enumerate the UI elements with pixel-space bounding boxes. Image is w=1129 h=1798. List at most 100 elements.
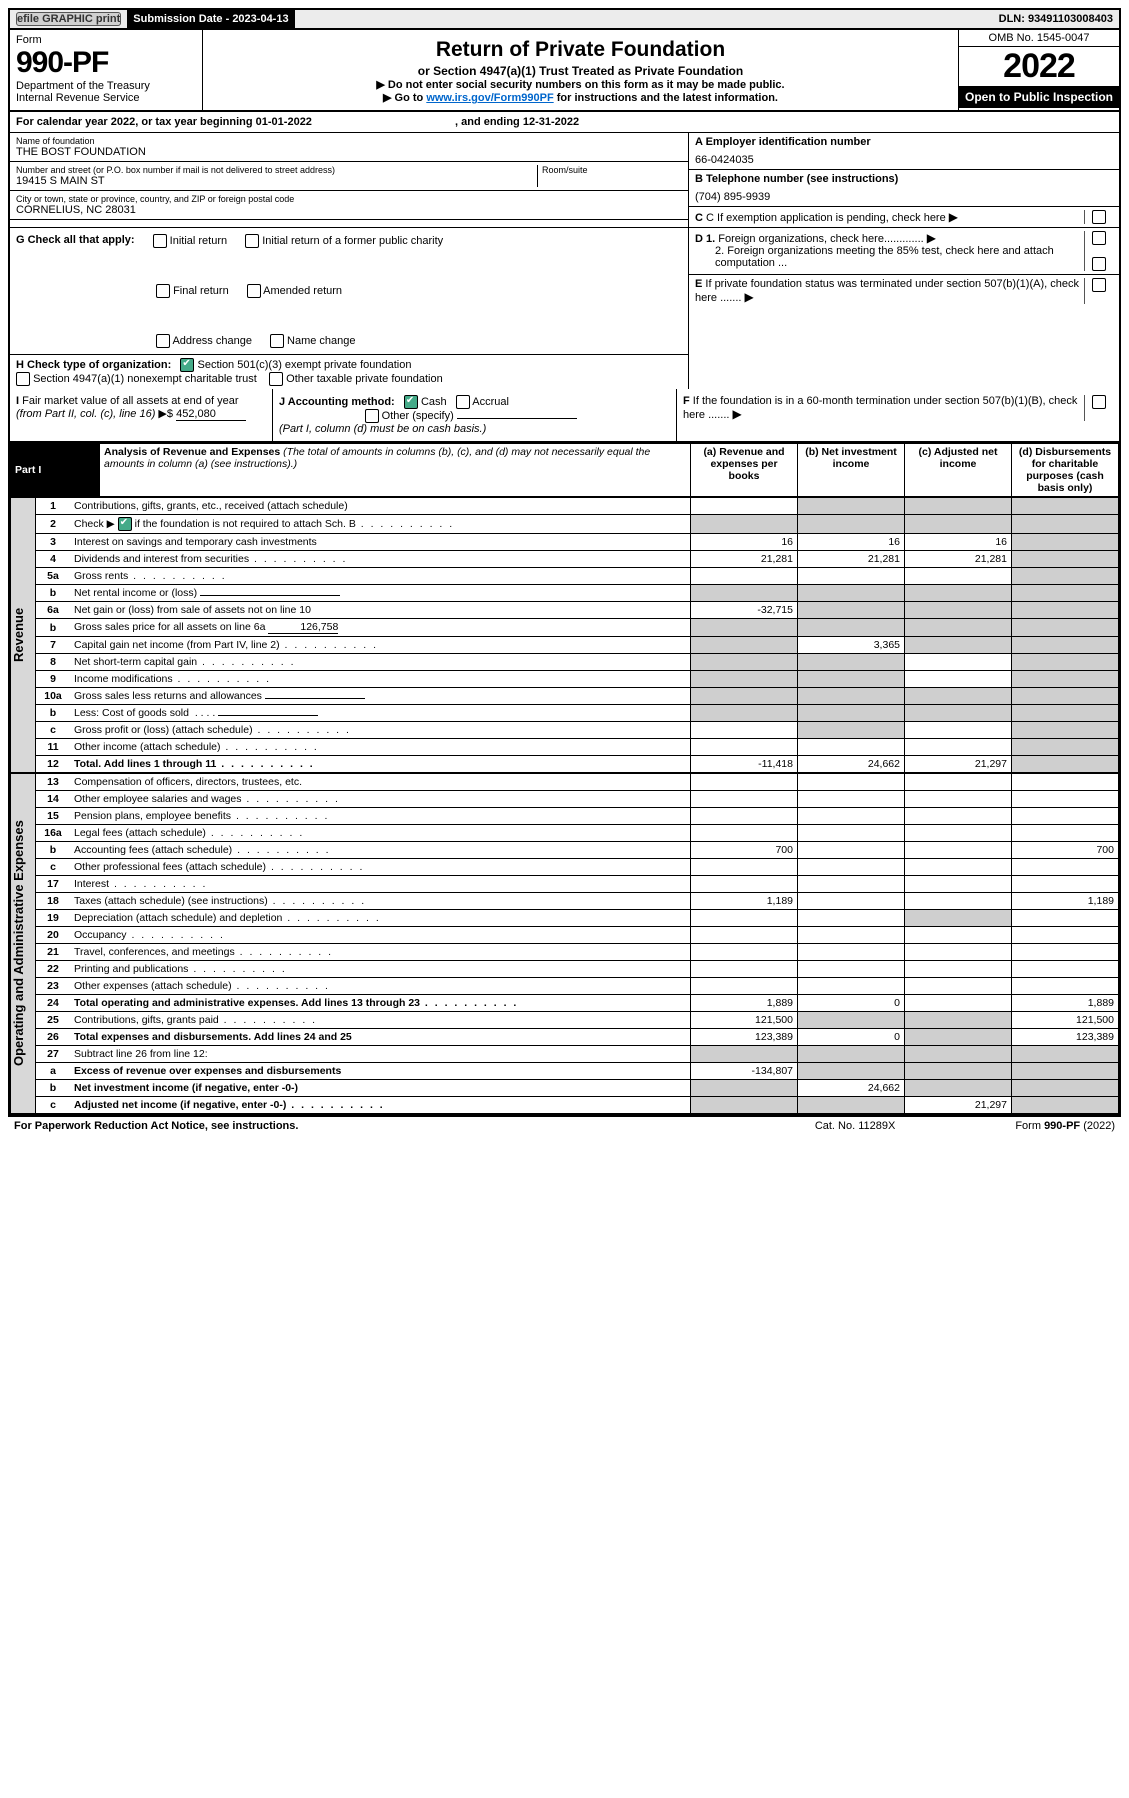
dept-treasury: Department of the Treasury	[16, 80, 196, 92]
ssn-warning: ▶ Do not enter social security numbers o…	[209, 78, 952, 91]
ein-label: A Employer identification number	[695, 136, 1113, 148]
table-row: 19Depreciation (attach schedule) and dep…	[36, 910, 1119, 927]
col-a-header: (a) Revenue and expenses per books	[691, 444, 798, 497]
g-check-row: G Check all that apply: Initial return I…	[10, 228, 688, 355]
c-checkbox[interactable]	[1092, 210, 1106, 224]
table-row: 23Other expenses (attach schedule)	[36, 978, 1119, 995]
top-bar: efile GRAPHIC print Submission Date - 20…	[10, 10, 1119, 30]
identity-section: Name of foundation THE BOST FOUNDATION N…	[10, 133, 1119, 227]
catalog-number: Cat. No. 11289X	[815, 1120, 896, 1132]
table-row: bNet rental income or (loss)	[36, 585, 1119, 602]
part1-label: Part I	[11, 444, 100, 497]
submission-date: Submission Date - 2023-04-13	[127, 10, 294, 28]
table-row: 12Total. Add lines 1 through 11-11,41824…	[36, 756, 1119, 773]
irs-label: Internal Revenue Service	[16, 92, 196, 104]
efile-print-button[interactable]: efile GRAPHIC print	[16, 12, 121, 26]
table-row: 25Contributions, gifts, grants paid121,5…	[36, 1012, 1119, 1029]
table-row: 5aGross rents	[36, 568, 1119, 585]
table-row: cOther professional fees (attach schedul…	[36, 859, 1119, 876]
table-row: 14Other employee salaries and wages	[36, 791, 1119, 808]
name-change-checkbox[interactable]	[270, 334, 284, 348]
table-row: 18Taxes (attach schedule) (see instructi…	[36, 893, 1119, 910]
table-row: 16aLegal fees (attach schedule)	[36, 825, 1119, 842]
city-label: City or town, state or province, country…	[16, 194, 682, 204]
table-row: 15Pension plans, employee benefits	[36, 808, 1119, 825]
address-change-checkbox[interactable]	[156, 334, 170, 348]
schb-checkbox[interactable]	[118, 517, 132, 531]
4947-checkbox[interactable]	[16, 372, 30, 386]
table-row: cGross profit or (loss) (attach schedule…	[36, 722, 1119, 739]
dln: DLN: 93491103008403	[993, 10, 1119, 28]
ein-value: 66-0424035	[695, 154, 1113, 166]
e-checkbox[interactable]	[1092, 278, 1106, 292]
initial-former-checkbox[interactable]	[245, 234, 259, 248]
table-row: 20Occupancy	[36, 927, 1119, 944]
final-return-checkbox[interactable]	[156, 284, 170, 298]
table-row: 1Contributions, gifts, grants, etc., rec…	[36, 498, 1119, 515]
phone-label: B Telephone number (see instructions)	[695, 173, 1113, 185]
form-subtitle: or Section 4947(a)(1) Trust Treated as P…	[209, 64, 952, 78]
d1-label: D 1. Foreign organizations, check here..…	[695, 231, 1084, 245]
initial-return-checkbox[interactable]	[153, 234, 167, 248]
fmv-value: 452,080	[176, 408, 246, 421]
table-row: cAdjusted net income (if negative, enter…	[36, 1097, 1119, 1114]
j-note: (Part I, column (d) must be on cash basi…	[279, 423, 486, 435]
col-c-header: (c) Adjusted net income	[905, 444, 1012, 497]
table-row: 3Interest on savings and temporary cash …	[36, 534, 1119, 551]
part1-header-table: Part I Analysis of Revenue and Expenses …	[10, 443, 1119, 497]
g-label: G Check all that apply:	[16, 234, 135, 248]
table-row: bNet investment income (if negative, ent…	[36, 1080, 1119, 1097]
f-checkbox[interactable]	[1092, 395, 1106, 409]
d2-label: 2. Foreign organizations meeting the 85%…	[695, 245, 1084, 269]
tax-year: 2022	[959, 47, 1119, 86]
form990pf-link[interactable]: www.irs.gov/Form990PF	[426, 92, 553, 104]
open-to-public: Open to Public Inspection	[959, 86, 1119, 108]
street-address: 19415 S MAIN ST	[16, 175, 537, 187]
h-org-type: H Check type of organization: Section 50…	[10, 355, 688, 389]
i-j-f-row: I Fair market value of all assets at end…	[10, 389, 1119, 443]
amended-return-checkbox[interactable]	[247, 284, 261, 298]
part1-title: Analysis of Revenue and Expenses	[104, 446, 280, 458]
table-row: 24Total operating and administrative exp…	[36, 995, 1119, 1012]
form-title: Return of Private Foundation	[209, 38, 952, 62]
table-row: 17Interest	[36, 876, 1119, 893]
form-ref: Form 990-PF (2022)	[1015, 1120, 1115, 1132]
expenses-side-label: Operating and Administrative Expenses	[10, 773, 36, 1114]
e-label: E If private foundation status was termi…	[695, 278, 1084, 304]
calendar-year-row: For calendar year 2022, or tax year begi…	[10, 112, 1119, 133]
table-row: bLess: Cost of goods sold . . . .	[36, 705, 1119, 722]
col-d-header: (d) Disbursements for charitable purpose…	[1012, 444, 1119, 497]
table-row: 21Travel, conferences, and meetings	[36, 944, 1119, 961]
other-method-checkbox[interactable]	[365, 409, 379, 423]
table-row: 22Printing and publications	[36, 961, 1119, 978]
revenue-side-label: Revenue	[10, 497, 36, 773]
cash-checkbox[interactable]	[404, 395, 418, 409]
foundation-name: THE BOST FOUNDATION	[16, 146, 682, 158]
d1-checkbox[interactable]	[1092, 231, 1106, 245]
table-row: bAccounting fees (attach schedule)700700	[36, 842, 1119, 859]
other-taxable-checkbox[interactable]	[269, 372, 283, 386]
f-label: F If the foundation is in a 60-month ter…	[683, 395, 1084, 421]
page-footer: For Paperwork Reduction Act Notice, see …	[8, 1116, 1121, 1135]
omb-number: OMB No. 1545-0047	[959, 30, 1119, 47]
501c3-checkbox[interactable]	[180, 358, 194, 372]
form-header: Form 990-PF Department of the Treasury I…	[10, 30, 1119, 112]
name-label: Name of foundation	[16, 136, 682, 146]
col-b-header: (b) Net investment income	[798, 444, 905, 497]
table-row: 26Total expenses and disbursements. Add …	[36, 1029, 1119, 1046]
table-row: 6aNet gain or (loss) from sale of assets…	[36, 602, 1119, 619]
instructions-note: ▶ Go to www.irs.gov/Form990PF for instru…	[209, 91, 952, 104]
room-suite-label: Room/suite	[542, 165, 682, 175]
revenue-table: 1Contributions, gifts, grants, etc., rec…	[36, 497, 1119, 773]
city-value: CORNELIUS, NC 28031	[16, 204, 682, 216]
form-word: Form	[16, 34, 196, 46]
table-row: 10aGross sales less returns and allowanc…	[36, 688, 1119, 705]
table-row: 13Compensation of officers, directors, t…	[36, 774, 1119, 791]
d2-checkbox[interactable]	[1092, 257, 1106, 271]
address-label: Number and street (or P.O. box number if…	[16, 165, 537, 175]
phone-value: (704) 895-9939	[695, 191, 1113, 203]
table-row: 7Capital gain net income (from Part IV, …	[36, 637, 1119, 654]
paperwork-notice: For Paperwork Reduction Act Notice, see …	[14, 1120, 298, 1132]
accrual-checkbox[interactable]	[456, 395, 470, 409]
table-row: bGross sales price for all assets on lin…	[36, 619, 1119, 637]
